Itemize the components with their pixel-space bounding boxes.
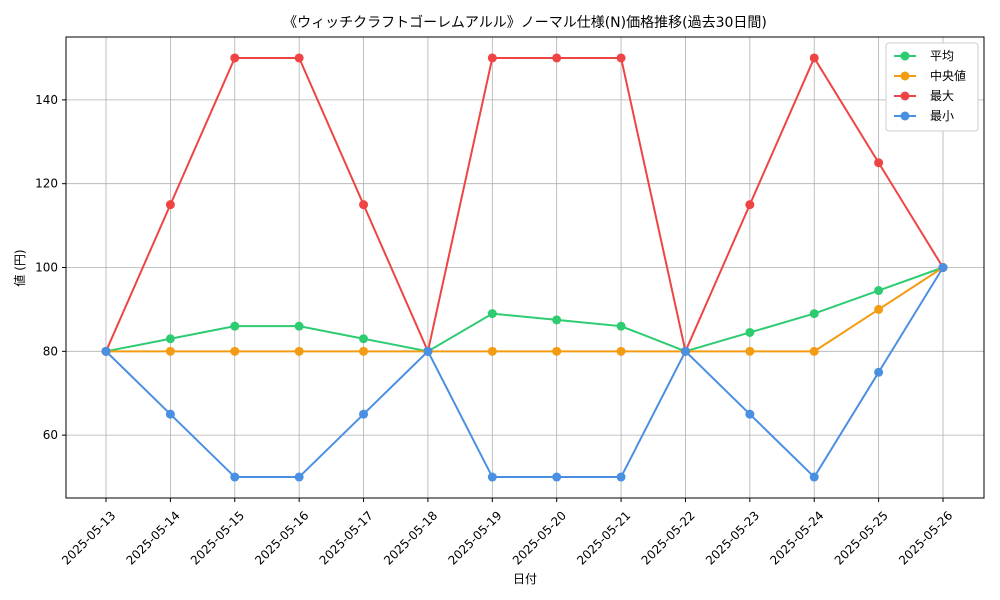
data-point bbox=[552, 472, 562, 482]
data-point bbox=[809, 472, 819, 482]
legend-marker bbox=[900, 91, 910, 101]
x-tick-label: 2025-05-13 bbox=[59, 508, 118, 567]
data-point bbox=[616, 472, 626, 482]
legend-box bbox=[885, 42, 979, 132]
ticks-layer: 2025-05-13 2025-05-14 2025-05-15 2025-05-16… bbox=[35, 93, 955, 568]
series-平均 bbox=[101, 263, 948, 356]
series-layer bbox=[101, 53, 948, 482]
grid-layer bbox=[66, 37, 984, 498]
x-axis-label: 日付 bbox=[513, 572, 537, 586]
legend-item: 中央値 bbox=[894, 68, 966, 83]
data-point bbox=[552, 315, 562, 325]
x-tick-label: 2025-05-24 bbox=[767, 508, 826, 567]
x-tick-label: 2025-05-18 bbox=[381, 508, 440, 567]
data-point bbox=[165, 334, 175, 344]
data-point bbox=[745, 409, 755, 419]
y-tick-label: 60 bbox=[43, 428, 58, 442]
legend-item: 最大 bbox=[894, 89, 954, 103]
legend-label: 最小 bbox=[930, 109, 954, 123]
data-point bbox=[616, 321, 626, 331]
x-tick-label: 2025-05-17 bbox=[317, 508, 376, 567]
legend-label: 中央値 bbox=[930, 68, 966, 83]
data-point bbox=[230, 53, 240, 63]
data-point bbox=[745, 200, 755, 210]
data-point bbox=[552, 346, 562, 356]
data-point bbox=[359, 200, 369, 210]
y-tick-label: 80 bbox=[43, 344, 58, 358]
legend-marker bbox=[900, 71, 910, 81]
y-tick-label: 140 bbox=[35, 93, 58, 107]
data-point bbox=[745, 327, 755, 337]
y-tick-label: 100 bbox=[35, 261, 58, 275]
x-tick-label: 2025-05-25 bbox=[832, 508, 891, 567]
data-point bbox=[809, 346, 819, 356]
legend-marker bbox=[900, 111, 910, 121]
y-axis-label: 値 (円) bbox=[12, 249, 27, 286]
x-tick-label: 2025-05-21 bbox=[574, 508, 633, 567]
x-tick-label: 2025-05-22 bbox=[639, 508, 698, 567]
data-point bbox=[938, 263, 948, 272]
data-point bbox=[230, 346, 240, 356]
data-point bbox=[165, 346, 175, 356]
data-point bbox=[487, 472, 497, 482]
data-point bbox=[680, 346, 690, 356]
data-point bbox=[359, 334, 369, 344]
data-point bbox=[230, 472, 240, 482]
data-point bbox=[294, 472, 304, 482]
data-point bbox=[359, 346, 369, 356]
data-point bbox=[487, 309, 497, 319]
data-point bbox=[809, 309, 819, 319]
data-point bbox=[294, 321, 304, 331]
series-line bbox=[105, 266, 944, 479]
data-point bbox=[616, 346, 626, 356]
data-point bbox=[487, 346, 497, 356]
legend-marker bbox=[900, 51, 910, 61]
data-point bbox=[874, 367, 884, 377]
data-point bbox=[294, 346, 304, 356]
data-point bbox=[874, 304, 884, 314]
x-tick-label: 2025-05-19 bbox=[445, 508, 504, 567]
x-tick-label: 2025-05-16 bbox=[252, 508, 311, 567]
series-line bbox=[105, 266, 944, 353]
data-point bbox=[487, 53, 497, 63]
legend-label: 最大 bbox=[930, 89, 954, 103]
data-point bbox=[874, 286, 884, 296]
series-最小 bbox=[101, 263, 948, 482]
x-tick-label: 2025-05-14 bbox=[124, 508, 183, 567]
data-point bbox=[294, 53, 304, 63]
data-point bbox=[101, 346, 111, 356]
y-tick-label: 120 bbox=[35, 177, 58, 191]
series-line bbox=[105, 55, 944, 355]
data-point bbox=[423, 346, 433, 356]
data-point bbox=[809, 53, 819, 63]
data-point bbox=[165, 200, 175, 210]
data-point bbox=[552, 53, 562, 63]
data-point bbox=[165, 409, 175, 419]
chart-title: 《ウィッチクラフトゴーレムアルル》ノーマル仕様(N)価格推移(過去30日間) bbox=[283, 14, 767, 31]
series-line bbox=[106, 266, 944, 353]
legend-label: 平均 bbox=[930, 49, 954, 63]
data-point bbox=[230, 321, 240, 331]
x-tick-label: 2025-05-23 bbox=[703, 508, 762, 567]
data-point bbox=[616, 53, 626, 63]
x-tick-label: 2025-05-26 bbox=[896, 508, 955, 567]
series-中央値 bbox=[101, 263, 948, 356]
data-point bbox=[359, 409, 369, 419]
data-point bbox=[874, 158, 884, 168]
x-tick-label: 2025-05-15 bbox=[188, 508, 247, 567]
legend-item: 最小 bbox=[894, 109, 954, 123]
legend-item: 平均 bbox=[894, 49, 954, 63]
data-point bbox=[745, 346, 755, 356]
x-tick-label: 2025-05-20 bbox=[510, 508, 569, 567]
